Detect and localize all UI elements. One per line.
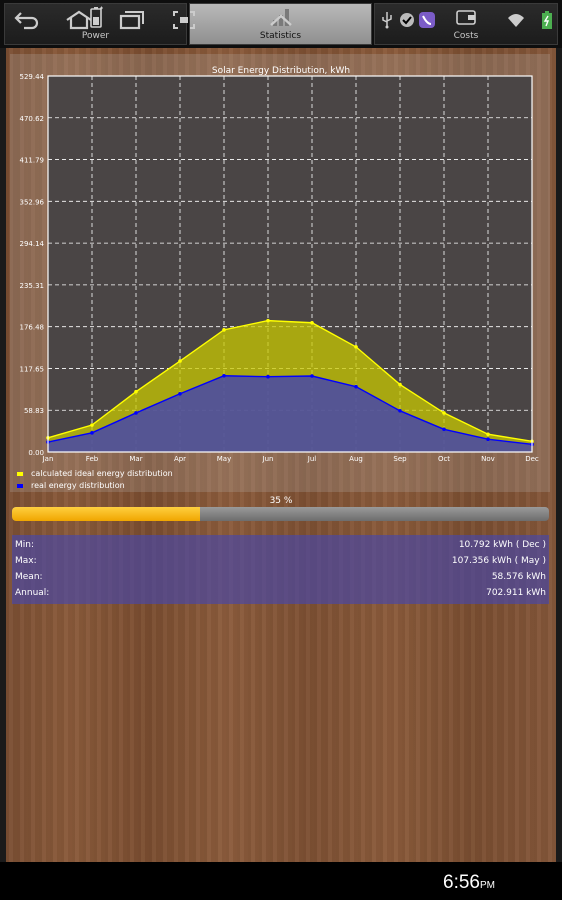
viber-icon <box>418 8 436 32</box>
data-point <box>310 320 314 325</box>
data-point <box>354 384 358 389</box>
home-icon[interactable] <box>64 8 94 32</box>
x-tick-label: Oct <box>438 455 450 463</box>
x-tick-label: Mar <box>129 455 142 463</box>
x-tick-label: Jul <box>307 455 317 463</box>
system-nav-bar <box>0 862 562 900</box>
stat-key: Annual: <box>15 588 50 598</box>
progress-label: 35 % <box>269 496 293 506</box>
tab-bar: Power Statistics Costs <box>0 0 562 48</box>
legend-swatch-real <box>17 483 23 488</box>
series-area-1 <box>48 375 532 452</box>
battery-charging-icon <box>541 8 553 32</box>
data-point <box>442 427 446 432</box>
recent-apps-icon[interactable] <box>118 8 144 32</box>
tab-power-label: Power <box>81 31 110 41</box>
y-tick-label: 58.83 <box>24 407 44 415</box>
back-icon[interactable] <box>14 8 40 32</box>
progress-bar <box>12 507 549 521</box>
plot-frame <box>47 75 533 453</box>
battery-icon <box>88 4 104 30</box>
data-point <box>310 374 314 378</box>
y-tick-label: 0.00 <box>28 449 44 457</box>
x-tick-label: Aug <box>349 455 363 463</box>
data-point <box>222 373 226 378</box>
y-tick-label: 352.96 <box>20 198 45 206</box>
data-point <box>486 437 490 442</box>
tab-statistics-label: Statistics <box>259 31 302 41</box>
wifi-icon <box>507 8 525 32</box>
stat-row-min: Min: 10.792 kWh ( Dec ) <box>12 537 549 553</box>
y-tick-label: 176.48 <box>20 324 45 332</box>
x-tick-label: May <box>217 455 231 463</box>
data-point <box>90 423 94 427</box>
usb-icon <box>380 8 394 32</box>
x-tick-label: Jan <box>42 455 54 463</box>
tab-statistics[interactable]: Statistics <box>189 3 372 45</box>
chevron-up-icon[interactable] <box>268 8 294 32</box>
data-point <box>134 411 138 415</box>
legend-item-real: real energy distribution <box>17 481 125 490</box>
stat-value: 58.576 kWh <box>491 572 546 582</box>
check-icon <box>398 8 416 32</box>
clock-time: 6:56 <box>443 872 480 893</box>
data-point <box>266 374 270 379</box>
data-point <box>222 328 226 332</box>
tab-costs-label: Costs <box>453 31 479 41</box>
clock: 6:56PM <box>443 872 495 894</box>
data-point <box>486 432 490 437</box>
wallet-icon <box>455 4 477 30</box>
y-tick-label: 411.79 <box>20 157 45 165</box>
stat-key: Max: <box>15 556 37 566</box>
y-tick-label: 117.65 <box>20 365 45 373</box>
data-point <box>134 389 138 394</box>
stat-key: Min: <box>15 540 35 550</box>
y-tick-label: 529.44 <box>20 73 45 81</box>
stat-value: 702.911 kWh <box>486 588 546 598</box>
data-point <box>398 409 402 413</box>
x-tick-label: Apr <box>174 455 186 463</box>
data-point <box>178 391 182 396</box>
series-line-1 <box>47 375 533 446</box>
stats-panel: Min: 10.792 kWh ( Dec ) Max: 107.356 kWh… <box>12 535 549 604</box>
y-tick-label: 294.14 <box>20 240 45 248</box>
legend-item-ideal: calculated ideal energy distribution <box>17 469 173 478</box>
series-line-0 <box>47 319 533 443</box>
stat-key: Mean: <box>15 572 43 582</box>
progress-fill <box>12 507 200 521</box>
screenshot-icon[interactable] <box>172 8 196 32</box>
stat-row-mean: Mean: 58.576 kWh <box>12 569 549 585</box>
clock-ampm: PM <box>479 880 495 891</box>
data-point <box>398 382 402 387</box>
y-tick-label: 235.31 <box>20 282 45 290</box>
tab-power[interactable]: Power <box>4 3 187 45</box>
y-tick-label: 470.62 <box>20 115 45 123</box>
data-point <box>442 411 446 415</box>
x-tick-label: Feb <box>86 455 99 463</box>
x-tick-label: Dec <box>525 455 539 463</box>
data-point <box>354 345 358 349</box>
stat-value: 107.356 kWh ( May ) <box>451 556 546 566</box>
energy-chart: 0.00 58.83 117.65 176.48 235.31 294.14 352.96 4… <box>20 73 539 463</box>
chart-title: Solar Energy Distribution, kWh <box>211 66 351 76</box>
stat-value: 10.792 kWh ( Dec ) <box>458 540 546 550</box>
x-tick-label: Nov <box>481 455 495 463</box>
legend-label-real: real energy distribution <box>31 481 125 490</box>
stat-row-max: Max: 107.356 kWh ( May ) <box>12 553 549 569</box>
x-tick-label: Sep <box>393 455 407 463</box>
data-point <box>266 318 270 323</box>
legend-label-ideal: calculated ideal energy distribution <box>31 469 173 478</box>
legend-swatch-ideal <box>17 471 23 476</box>
stat-row-annual: Annual: 702.911 kWh <box>12 585 549 601</box>
data-point <box>90 431 94 435</box>
x-tick-label: Jun <box>262 455 274 463</box>
data-point <box>178 359 182 363</box>
